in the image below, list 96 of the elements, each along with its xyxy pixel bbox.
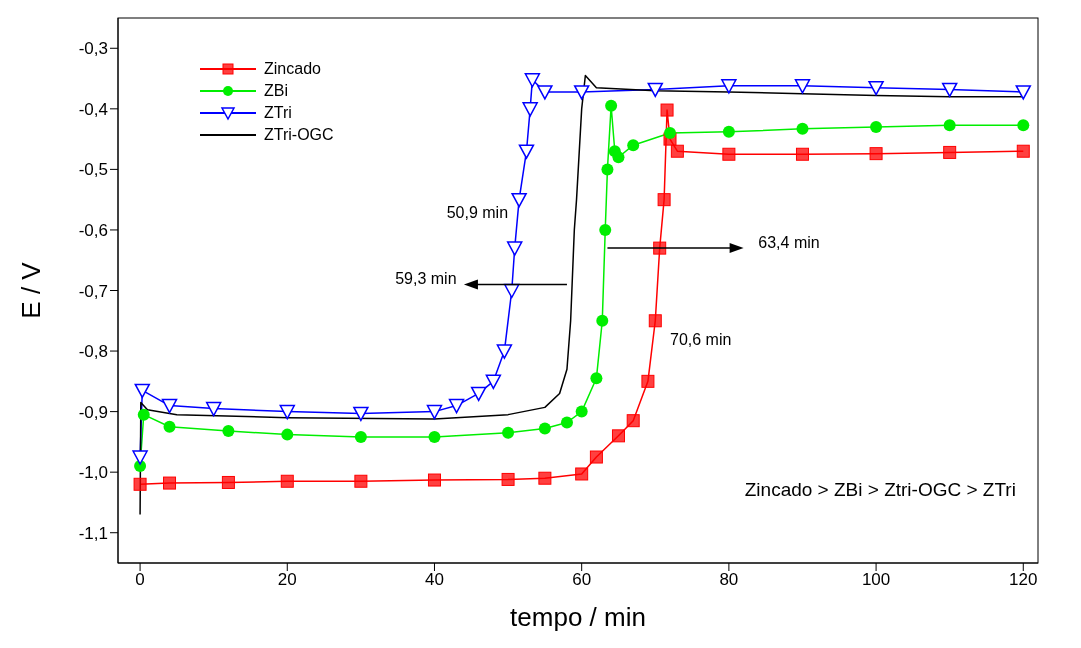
point	[870, 121, 883, 133]
annotation: 63,4 min	[758, 234, 820, 252]
point	[590, 372, 603, 385]
annotation: 70,6 min	[670, 331, 732, 348]
point	[132, 450, 148, 465]
point	[599, 223, 612, 236]
x-tick-label: 100	[861, 570, 891, 590]
point	[664, 127, 676, 140]
y-tick-label: -0,4	[78, 99, 108, 119]
point	[137, 408, 150, 421]
y-tick-label: -0,7	[78, 281, 108, 301]
x-tick-label: 40	[425, 570, 444, 590]
point	[794, 79, 811, 94]
x-tick-label: 60	[572, 570, 592, 590]
point	[511, 192, 527, 208]
legend-label: Zincado	[264, 60, 321, 78]
legend-label: ZTri	[264, 104, 292, 122]
point	[869, 147, 883, 161]
y-tick-label: -0,5	[78, 160, 108, 180]
point	[589, 450, 603, 464]
point	[868, 80, 884, 96]
point	[353, 406, 369, 422]
legend-label: ZBi	[264, 82, 288, 100]
point	[221, 475, 235, 489]
point	[611, 429, 625, 443]
point	[354, 474, 368, 488]
point	[518, 144, 535, 159]
point	[354, 431, 367, 444]
point	[722, 147, 736, 161]
point	[601, 163, 614, 176]
y-tick-label: -0,3	[78, 39, 108, 59]
x-tick-label: 80	[719, 570, 739, 590]
point	[222, 424, 235, 437]
point	[721, 79, 737, 94]
legend-label: ZTri-OGC	[264, 126, 334, 144]
point	[205, 401, 222, 417]
point	[575, 467, 589, 481]
point	[134, 383, 151, 399]
point	[641, 374, 655, 388]
point	[573, 85, 590, 100]
point	[428, 431, 441, 444]
point	[660, 103, 674, 117]
point	[485, 374, 502, 390]
point	[538, 422, 551, 435]
x-tick-label: 120	[1009, 570, 1038, 590]
y-tick-label: -0,9	[78, 402, 108, 422]
point	[943, 145, 957, 159]
point	[537, 85, 553, 100]
point	[1015, 85, 1032, 100]
point	[575, 405, 588, 418]
point	[1016, 144, 1030, 158]
point	[612, 151, 625, 164]
annotation: Zincado > ZBi > Ztri-OGC > ZTri	[744, 479, 1016, 501]
point	[657, 193, 671, 207]
point	[502, 426, 515, 439]
point	[448, 398, 465, 414]
point	[524, 73, 541, 88]
point	[605, 99, 618, 112]
point	[1017, 119, 1030, 132]
point	[627, 139, 640, 152]
point	[670, 144, 684, 158]
point	[626, 414, 640, 428]
point	[795, 147, 809, 161]
x-axis-title: tempo / min	[510, 602, 646, 632]
y-tick-label: -0,8	[78, 342, 108, 362]
annotation: 59,3 min	[395, 270, 457, 288]
point	[560, 416, 573, 429]
point	[133, 477, 147, 491]
point	[596, 314, 609, 327]
point	[648, 314, 662, 328]
point	[941, 82, 958, 98]
x-tick-label: 20	[277, 570, 297, 590]
point	[522, 102, 538, 117]
point	[943, 119, 956, 132]
point	[427, 473, 441, 487]
annotation: 50,9 min	[446, 203, 509, 221]
point	[163, 476, 177, 490]
point	[280, 474, 294, 488]
y-tick-label: -1,1	[78, 523, 108, 543]
point	[538, 471, 552, 485]
point	[501, 472, 515, 486]
point	[796, 122, 809, 135]
y-axis-title: E / V	[16, 261, 46, 319]
point	[161, 398, 178, 414]
y-tick-label: -0,6	[78, 220, 108, 240]
point	[647, 82, 664, 98]
point	[506, 241, 523, 256]
x-tick-label: 0	[135, 570, 145, 590]
y-tick-label: -1,0	[78, 463, 108, 483]
point	[470, 386, 487, 402]
point	[163, 420, 176, 433]
point	[426, 404, 443, 420]
point	[496, 344, 513, 359]
point	[279, 404, 296, 420]
point	[722, 125, 735, 138]
point	[281, 428, 294, 441]
